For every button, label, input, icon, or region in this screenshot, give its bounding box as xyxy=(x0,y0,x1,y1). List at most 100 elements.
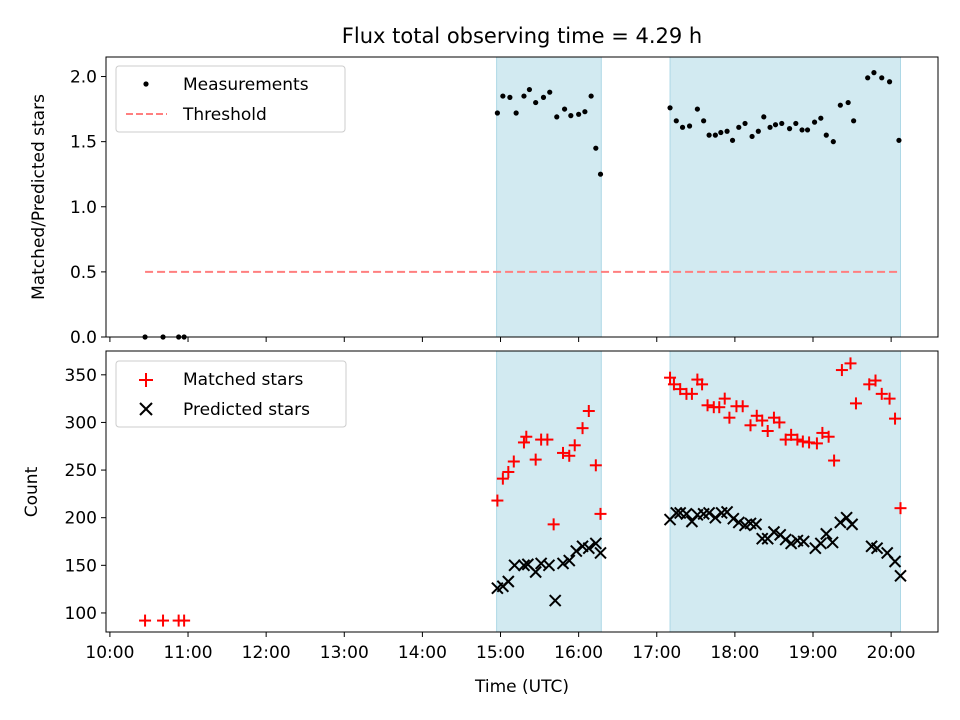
matched-star-point xyxy=(816,426,829,439)
measurement-point xyxy=(865,75,871,81)
predicted-star-point xyxy=(670,506,683,520)
legend-predicted-marker xyxy=(139,402,153,416)
x-tick-label: 11:00 xyxy=(164,643,213,663)
measurement-point xyxy=(588,93,594,99)
matched-star-point xyxy=(582,405,595,418)
measurement-point xyxy=(673,118,679,124)
matched-star-point xyxy=(541,433,554,446)
matched-star-point xyxy=(723,411,736,424)
y-tick-label: 2.0 xyxy=(70,68,97,88)
measurement-point xyxy=(851,118,857,124)
matched-star-point xyxy=(696,378,709,391)
measurement-point xyxy=(729,137,736,143)
predicted-star-point xyxy=(767,525,781,539)
predicted-star-point xyxy=(779,533,792,546)
measurement-point xyxy=(706,132,712,138)
measurement-point xyxy=(793,120,799,127)
measurement-point xyxy=(547,89,553,95)
top-panel: 0.00.51.01.52.0 Matched/Predicted stars … xyxy=(29,56,939,348)
y-tick-label: 1.5 xyxy=(70,133,97,153)
matched-star-point xyxy=(744,419,757,432)
measurement-point xyxy=(755,128,761,134)
bottom-x-ticks: 10:00 11:00 12:00 13:00 14:00 15:00 16:00 17:00… xyxy=(85,632,916,663)
measurement-point xyxy=(494,110,500,116)
measurement-point xyxy=(540,94,547,100)
matched-star-point xyxy=(502,465,515,478)
measurement-point xyxy=(526,86,533,93)
measurement-point xyxy=(767,124,773,130)
matched-star-point xyxy=(785,428,798,441)
matched-star-point xyxy=(828,454,841,467)
predicted-star-point xyxy=(826,536,839,549)
predicted-star-point xyxy=(709,511,722,524)
measurement-point xyxy=(823,132,829,138)
x-tick-label: 10:00 xyxy=(85,643,134,663)
matched-star-point xyxy=(844,357,857,370)
y-tick-label: 150 xyxy=(65,556,97,576)
matched-star-point xyxy=(869,374,882,387)
measurement-point xyxy=(554,114,560,120)
matched-star-point xyxy=(822,430,835,443)
measurement-point xyxy=(818,115,824,121)
x-tick-label: 19:00 xyxy=(789,643,838,663)
top-y-axis-label: Matched/Predicted stars xyxy=(29,94,49,300)
predicted-star-point xyxy=(517,559,531,572)
predicted-star-point xyxy=(563,554,576,567)
x-tick-label: 18:00 xyxy=(710,643,759,663)
top-shaded-intervals xyxy=(496,56,902,338)
matched-star-point xyxy=(157,614,170,627)
y-tick-label: 250 xyxy=(65,461,97,481)
predicted-star-point xyxy=(508,559,521,572)
predicted-star-point xyxy=(784,537,798,550)
matched-star-point xyxy=(557,446,570,459)
predicted-star-point xyxy=(502,575,515,588)
matched-star-point xyxy=(863,378,876,391)
matched-star-point xyxy=(517,436,530,449)
matched-star-point xyxy=(664,371,677,384)
bottom-matched-points xyxy=(139,357,907,627)
measurement-point xyxy=(593,145,599,151)
predicted-star-point xyxy=(727,512,740,525)
measurement-point xyxy=(582,109,588,115)
matched-star-point xyxy=(713,401,726,414)
bottom-shaded-intervals xyxy=(496,350,902,633)
measurement-point xyxy=(799,127,805,133)
matched-star-point xyxy=(568,439,581,452)
x-tick-label: 20:00 xyxy=(867,643,916,663)
matched-star-point xyxy=(547,518,560,531)
matched-star-point xyxy=(594,507,607,520)
matched-star-point xyxy=(178,614,191,627)
measurement-point xyxy=(521,93,527,99)
bottom-predicted-points xyxy=(491,505,907,607)
matched-star-point xyxy=(791,433,804,446)
matched-star-point xyxy=(507,455,520,468)
figure-title: Flux total observing time = 4.29 h xyxy=(342,24,702,48)
predicted-star-point xyxy=(797,535,810,548)
predicted-star-point xyxy=(548,594,562,607)
bottom-y-axis-label: Count xyxy=(22,466,42,517)
predicted-star-point xyxy=(894,569,907,583)
matched-star-point xyxy=(701,399,714,412)
x-tick-label: 14:00 xyxy=(398,643,447,663)
measurement-point xyxy=(837,102,843,108)
predicted-star-point xyxy=(570,544,583,558)
legend-threshold-label: Threshold xyxy=(182,105,267,125)
predicted-star-point xyxy=(732,516,745,529)
x-tick-label: 13:00 xyxy=(320,643,369,663)
predicted-star-point xyxy=(680,507,693,521)
matched-star-point xyxy=(773,416,786,429)
top-y-ticks: 0.0 0.5 1.0 1.5 2.0 xyxy=(70,68,106,348)
measurement-point xyxy=(786,126,793,132)
measurement-point xyxy=(742,120,748,127)
y-tick-label: 0.0 xyxy=(70,328,97,348)
matched-star-point xyxy=(736,400,749,413)
y-tick-label: 200 xyxy=(65,509,97,529)
measurement-point xyxy=(701,118,707,124)
x-tick-label: 16:00 xyxy=(554,643,603,663)
top-legend: Measurements Threshold xyxy=(115,65,346,133)
matched-star-point xyxy=(139,614,152,627)
shaded-interval xyxy=(669,350,902,633)
predicted-star-point xyxy=(582,541,596,555)
matched-star-point xyxy=(761,425,774,438)
